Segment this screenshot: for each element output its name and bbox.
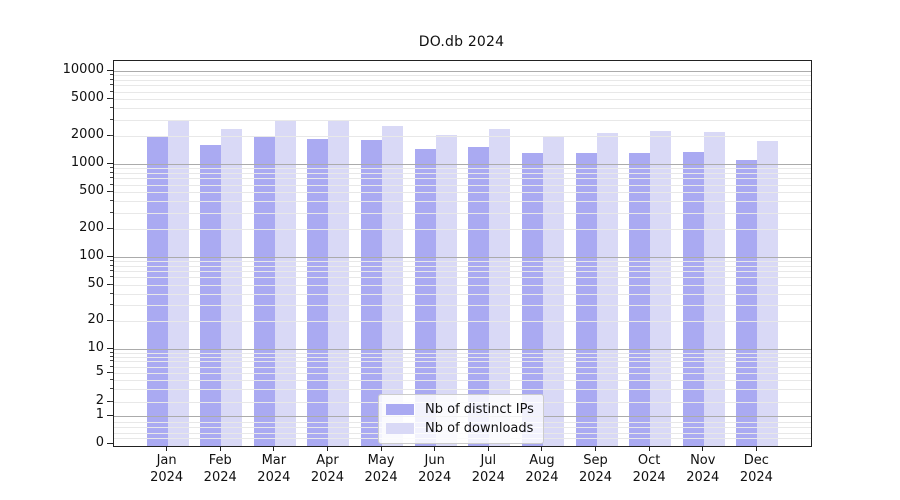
bar-distinct-ips-may [361, 140, 383, 446]
gridline-minor [114, 380, 811, 381]
x-tick-label-aug: Aug 2024 [525, 453, 559, 485]
bar-downloads-aug [542, 137, 564, 446]
bar-downloads-jul [489, 129, 511, 446]
x-tick-label-jul: Jul 2024 [471, 453, 505, 485]
gridline-minor [114, 305, 811, 306]
bar-distinct-ips-jul [468, 147, 490, 446]
gridline-minor [114, 108, 811, 109]
bar-downloads-mar [274, 121, 296, 446]
gridline-minor [114, 277, 811, 278]
legend-swatch-downloads [386, 423, 414, 434]
gridline-minor [114, 271, 811, 272]
gridline-minor [114, 285, 811, 286]
gridline-minor [114, 321, 811, 322]
bar-distinct-ips-jan [146, 136, 168, 446]
legend-label-downloads: Nb of downloads [425, 421, 534, 436]
legend-item-downloads: Nb of downloads [386, 419, 535, 438]
gridline-minor [114, 353, 811, 354]
legend-label-distinct-ips: Nb of distinct IPs [425, 402, 534, 417]
y-tick-label: 20 [87, 312, 104, 328]
gridline-minor [114, 173, 811, 174]
gridline-minor [114, 373, 811, 374]
y-tick-label: 200 [79, 220, 104, 235]
y-tick-label: 500 [79, 182, 104, 198]
legend-item-distinct-ips: Nb of distinct IPs [386, 400, 535, 419]
y-tick-label: 0 [95, 435, 104, 450]
plot-area [113, 60, 812, 447]
gridline-minor [114, 185, 811, 186]
gridline-minor [114, 136, 811, 137]
gridline-minor [114, 357, 811, 358]
gridline-minor [114, 80, 811, 81]
gridline-minor [114, 367, 811, 368]
bar-downloads-may [382, 126, 404, 446]
gridline-minor [114, 361, 811, 362]
gridline-minor [114, 389, 811, 390]
x-tick-label-jun: Jun 2024 [418, 453, 452, 485]
gridline-minor [114, 266, 811, 267]
gridline-major [114, 257, 811, 258]
bar-downloads-apr [328, 121, 350, 446]
legend-swatch-distinct-ips [386, 404, 414, 415]
y-tick-label: 2000 [70, 127, 104, 142]
gridline-major [114, 71, 811, 72]
y-tick-label: 5 [95, 364, 104, 379]
bar-downloads-jun [435, 135, 457, 446]
x-tick-label-apr: Apr 2024 [310, 453, 344, 485]
y-tick-label: 5000 [70, 89, 104, 105]
bar-distinct-ips-dec [736, 160, 758, 446]
y-tick-label: 100 [79, 248, 104, 263]
y-tick-label: 1 [95, 407, 104, 422]
y-tick-label: 2 [95, 392, 104, 408]
bar-distinct-ips-feb [200, 145, 222, 446]
x-tick-label-nov: Nov 2024 [686, 453, 720, 485]
gridline-minor [114, 261, 811, 262]
gridline-minor [114, 229, 811, 230]
y-tick-label: 10000 [62, 62, 104, 77]
bar-distinct-ips-sep [575, 153, 597, 446]
bar-distinct-ips-nov [682, 151, 704, 446]
bar-distinct-ips-oct [629, 152, 651, 446]
gridline-minor [114, 192, 811, 193]
x-tick-label-mar: Mar 2024 [257, 453, 291, 485]
x-tick-label-sep: Sep 2024 [578, 453, 613, 485]
y-tick-label: 50 [87, 275, 104, 291]
gridline-major [114, 349, 811, 350]
gridline-minor [114, 178, 811, 179]
x-tick-label-oct: Oct 2024 [632, 453, 666, 485]
bar-distinct-ips-jun [414, 149, 436, 446]
gridline-major [114, 164, 811, 165]
bar-downloads-dec [757, 141, 779, 446]
gridline-minor [114, 92, 811, 93]
x-tick-label-jan: Jan 2024 [150, 453, 184, 485]
bar-distinct-ips-aug [521, 153, 543, 446]
legend: Nb of distinct IPs Nb of downloads [378, 394, 544, 444]
gridline-minor [114, 294, 811, 295]
page-title: DO.db 2024 [418, 34, 505, 50]
x-tick-label-feb: Feb 2024 [203, 453, 237, 485]
gridline-minor [114, 201, 811, 202]
x-tick-label-dec: Dec 2024 [739, 453, 773, 485]
gridline-minor [114, 120, 811, 121]
y-tick-label: 10 [87, 340, 104, 355]
y-tick-label: 1000 [70, 155, 104, 170]
gridline-minor [114, 213, 811, 214]
gridline-minor [114, 168, 811, 169]
x-tick-label-may: May 2024 [364, 453, 398, 485]
gridline-minor [114, 75, 811, 76]
grid-layer [114, 61, 811, 446]
gridline-minor [114, 99, 811, 100]
bar-distinct-ips-apr [307, 139, 329, 446]
bar-downloads-feb [221, 128, 243, 446]
gridline-minor [114, 85, 811, 86]
